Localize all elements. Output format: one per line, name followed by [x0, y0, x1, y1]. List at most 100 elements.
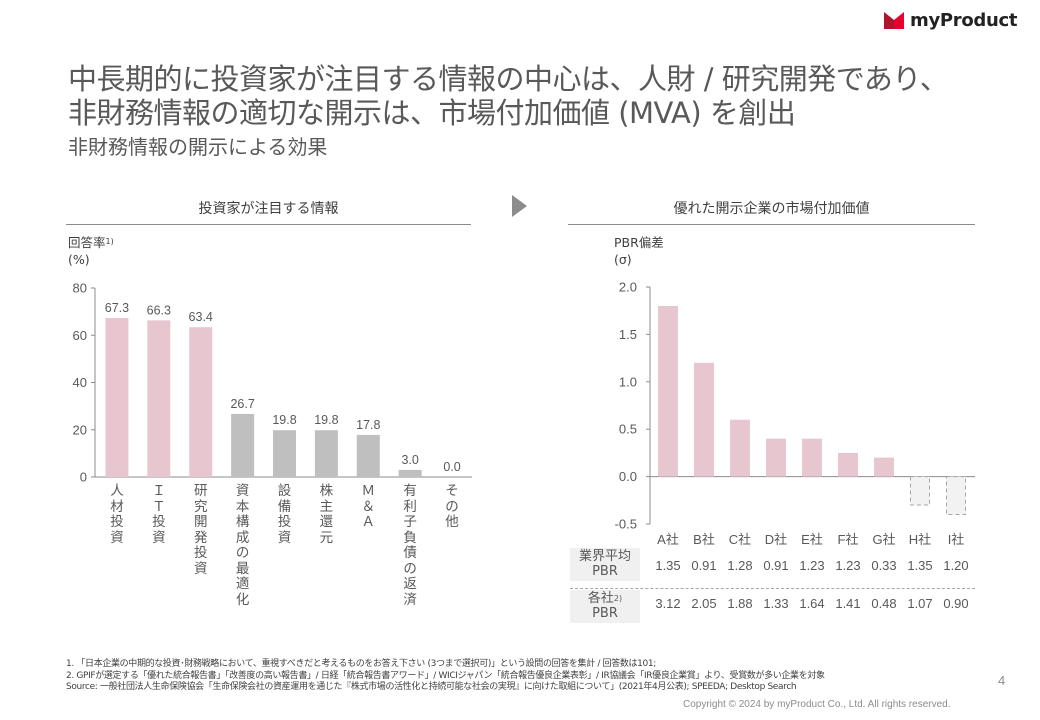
- right-y-axis-label: PBR偏差 (σ): [614, 234, 664, 268]
- right-bar: [838, 452, 858, 477]
- table-row-label-company: 各社2) PBR: [570, 590, 640, 623]
- page-title: 中長期的に投資家が注目する情報の中心は、人財 / 研究開発であり、 非財務情報の…: [68, 62, 949, 130]
- left-chart-title: 投資家が注目する情報: [198, 201, 339, 217]
- industry-label-main: 業界平均: [578, 549, 631, 564]
- left-bar-value-label: 26.7: [230, 397, 254, 411]
- right-category-label: H社: [909, 532, 931, 547]
- company-pbr-value: 1.41: [835, 596, 861, 611]
- company-pbr-value: 0.90: [943, 596, 969, 611]
- left-bar-value-label: 0.0: [443, 460, 460, 474]
- right-bar: [694, 362, 714, 477]
- table-row-label-industry: 業界平均 PBR: [570, 548, 640, 581]
- industry-pbr-value: 1.20: [943, 558, 969, 573]
- left-category-label: その他: [445, 483, 459, 530]
- footnotes: 1. 「日本企業の中期的な投資･財務戦略において、重視すべきだと考えるものをお答…: [66, 659, 825, 694]
- left-bar: [314, 430, 338, 477]
- title-line-1: 中長期的に投資家が注目する情報の中心は、人財 / 研究開発であり、: [68, 62, 949, 96]
- company-label-main: 各社: [587, 591, 614, 606]
- industry-pbr-value: 0.91: [763, 558, 789, 573]
- company-label-sub: PBR: [592, 606, 618, 621]
- company-label-note: 2): [613, 594, 623, 603]
- industry-pbr-value: 1.28: [727, 558, 753, 573]
- right-bar: [766, 438, 786, 477]
- industry-pbr-value: 0.91: [691, 558, 717, 573]
- company-pbr-value: 3.12: [655, 596, 681, 611]
- right-y-tick-label: -0.5: [615, 517, 637, 532]
- right-bar: [658, 305, 678, 477]
- company-pbr-value: 1.88: [727, 596, 753, 611]
- company-pbr-value: 2.05: [691, 596, 717, 611]
- right-bar: [874, 457, 894, 477]
- right-chart: -0.5 0.0 0.5 1.0 1.5 2.0 A社 B社 C社 D社 E社 F社 G社 H社 I社: [615, 280, 975, 547]
- right-category-label: E社: [801, 532, 823, 547]
- left-y-axis-note: 1): [105, 237, 114, 246]
- left-category-label: 有利子負債の返済: [403, 483, 417, 608]
- table-divider: [570, 588, 975, 589]
- right-chart-title: 優れた開示企業の市場付加価値: [673, 201, 870, 217]
- title-line-2: 非財務情報の適切な開示は、市場付加価値 (MVA) を創出: [68, 96, 796, 130]
- right-y-tick-label: 1.5: [619, 327, 637, 342]
- company-pbr-value: 0.48: [871, 596, 897, 611]
- left-category-label: Ｍ＆Ａ: [361, 483, 376, 530]
- left-category-label: 株主還元: [319, 483, 334, 546]
- company-pbr-value: 1.07: [907, 596, 933, 611]
- right-y-axis-unit: (σ): [614, 252, 632, 267]
- page-number: 4: [998, 673, 1006, 688]
- left-category-label: 資本構成の最適化: [235, 483, 250, 608]
- left-y-axis-label: 回答率1) (%): [68, 234, 114, 268]
- right-category-label: F社: [838, 532, 859, 547]
- left-category-label: 設備投資: [277, 483, 292, 546]
- left-y-axis-unit: (%): [68, 252, 90, 267]
- left-section-divider: [66, 224, 471, 225]
- right-y-tick-label: 0.5: [619, 422, 637, 437]
- logo-mark-icon: [884, 11, 904, 29]
- left-y-tick-label: 80: [73, 281, 87, 296]
- left-chart: 0 20 40 60 80 67.3 66.3 63.4 26.7 19.8 19.8 17.8 3.0…: [73, 281, 472, 485]
- right-bar: [802, 438, 822, 477]
- right-category-label: I社: [948, 532, 965, 547]
- brand-logo: myProduct: [884, 8, 1018, 32]
- left-y-tick-label: 0: [80, 470, 87, 485]
- left-bar: [356, 434, 380, 477]
- left-category-label: 人材投資: [110, 483, 124, 546]
- right-y-axis-title: PBR偏差: [614, 235, 664, 250]
- right-category-label: D社: [765, 532, 787, 547]
- left-bar: [189, 327, 213, 477]
- left-bar-value-label: 17.8: [356, 418, 380, 432]
- page-subtitle: 非財務情報の開示による効果: [68, 135, 328, 159]
- footnote-2: 2. GPIFが選定する「優れた統合報告書」「改善度の高い報告書」/ 日経「統合…: [66, 670, 825, 681]
- left-bar: [273, 430, 296, 477]
- industry-pbr-value: 1.35: [907, 558, 933, 573]
- left-bar-value-label: 19.8: [272, 413, 296, 427]
- left-category-label: ＩＴ投資: [152, 483, 166, 546]
- right-y-tick-label: 1.0: [619, 374, 637, 389]
- right-y-tick-label: 0.0: [619, 469, 637, 484]
- left-bar-value-label: 19.8: [314, 413, 338, 427]
- right-category-label: G社: [872, 532, 895, 547]
- left-bar: [231, 413, 255, 477]
- left-y-tick-label: 20: [73, 422, 87, 437]
- footnote-1: 1. 「日本企業の中期的な投資･財務戦略において、重視すべきだと考えるものをお答…: [66, 659, 656, 669]
- arrow-right-icon: [512, 195, 527, 217]
- left-bar: [147, 320, 171, 477]
- company-pbr-value: 1.33: [763, 596, 789, 611]
- left-bar: [398, 469, 422, 477]
- left-bar: [105, 318, 129, 477]
- footnote-source: Source: 一般社団法人生命保険協会「生命保険会社の資産運用を通じた『株式市…: [66, 682, 797, 692]
- left-y-axis-title: 回答率: [68, 235, 106, 250]
- right-bar-negative: [910, 476, 930, 506]
- industry-pbr-value: 0.33: [871, 558, 897, 573]
- left-y-tick-label: 40: [73, 375, 87, 390]
- left-y-tick-label: 60: [73, 328, 87, 343]
- left-bar-value-label: 63.4: [189, 310, 213, 324]
- copyright: Copyright © 2024 by myProduct Co., Ltd. …: [683, 699, 951, 710]
- right-category-label: A社: [657, 532, 679, 547]
- right-bar: [730, 419, 750, 477]
- left-bar-value-label: 66.3: [147, 303, 171, 317]
- right-section-divider: [568, 224, 975, 225]
- industry-pbr-value: 1.35: [655, 558, 681, 573]
- right-bar-negative: [946, 476, 966, 516]
- company-pbr-value: 1.64: [799, 596, 825, 611]
- right-y-tick-label: 2.0: [619, 280, 637, 295]
